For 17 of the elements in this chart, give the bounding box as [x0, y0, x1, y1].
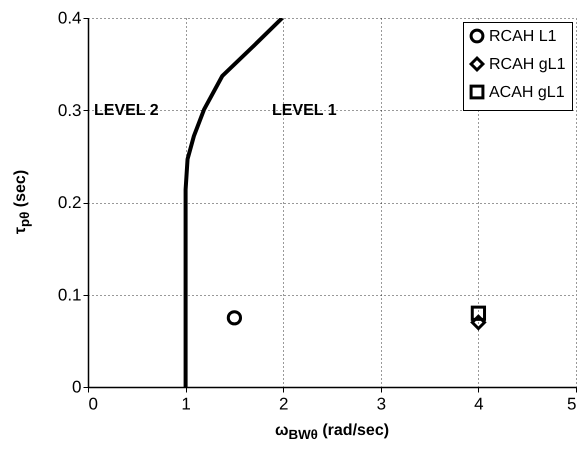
y-tick-label: 0.1: [58, 285, 82, 304]
y-tick-label: 0.3: [58, 100, 82, 120]
x-tick-label: 2: [278, 394, 288, 414]
x-tick-label: 1: [181, 394, 191, 414]
annotation: LEVEL 1: [272, 102, 337, 119]
legend-label: RCAH gL1: [489, 56, 566, 73]
x-tick-label: 3: [376, 394, 386, 414]
y-tick-label: 0.4: [58, 8, 82, 28]
legend-label: ACAH gL1: [489, 84, 565, 101]
y-tick-label: 0.2: [58, 193, 82, 212]
x-tick-label: 5: [567, 394, 576, 414]
x-tick-label: 4: [474, 394, 484, 414]
annotation: LEVEL 2: [94, 102, 159, 119]
y-tick-label: 0: [72, 378, 82, 396]
x-tick-label: 0: [88, 394, 98, 414]
x-axis-title: ω$_{BWθ}$ (rad/sec): [274, 422, 390, 442]
legend-label: RCAH L1: [489, 28, 557, 45]
